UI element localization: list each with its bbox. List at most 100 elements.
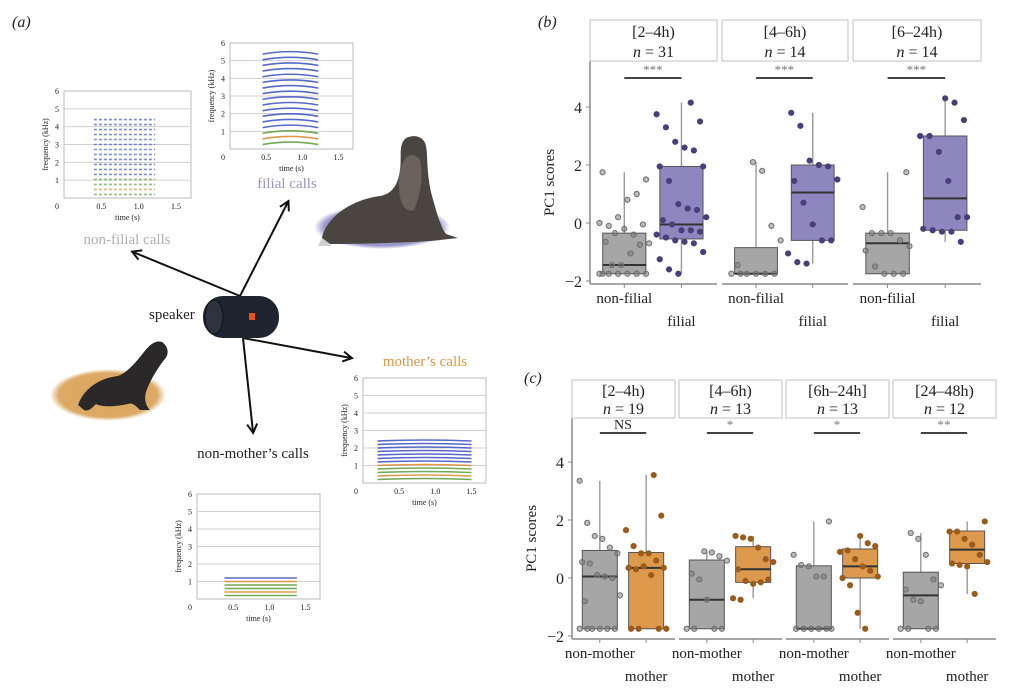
spectrogram-ytick-label: 3: [221, 92, 225, 101]
data-point: [653, 231, 660, 238]
arrow-to-non-filial: [133, 252, 241, 297]
data-point: [687, 99, 694, 106]
facet-strip-label: [4–6h): [764, 24, 807, 41]
data-point: [675, 201, 682, 208]
box-filial: [784, 109, 841, 288]
data-point: [624, 270, 631, 277]
data-point: [794, 259, 801, 266]
data-point: [636, 241, 643, 248]
data-point: [788, 109, 795, 116]
data-point: [759, 167, 766, 174]
data-point: [646, 240, 653, 247]
data-point: [696, 118, 704, 125]
facet-1: [2–4h) n = 31*** non-filial filial: [589, 19, 718, 330]
spectrogram-ytick-label: 1: [55, 176, 59, 185]
adult-fur-seal-image: [314, 136, 458, 249]
data-point: [926, 132, 933, 140]
pup-fur-seal-image: [50, 341, 168, 421]
spectrogram-xtick-label: 0.5: [96, 202, 106, 211]
data-point: [896, 237, 904, 244]
data-point: [900, 270, 907, 277]
data-point: [608, 261, 615, 269]
data-point: [917, 132, 924, 140]
data-point: [627, 250, 634, 257]
spectrogram-harmonic: [262, 50, 319, 55]
spectrogram-harmonic: [377, 446, 472, 449]
data-point: [938, 228, 946, 235]
data-point: [656, 256, 663, 263]
spectrogram-harmonic: [377, 474, 472, 477]
data-point: [642, 270, 650, 277]
spectrogram-harmonic: [377, 439, 472, 442]
data-point: [957, 238, 964, 245]
spectrogram-ytick-label: 0: [188, 603, 192, 612]
data-point: [825, 163, 832, 170]
spectrogram-harmonic: [377, 453, 472, 456]
data-point: [690, 240, 697, 247]
x-tick-label-filial: filial: [799, 314, 827, 330]
box-non-filial: [596, 169, 653, 288]
box-iqr: [734, 247, 778, 275]
data-point: [618, 261, 625, 269]
significance-label: ***: [907, 62, 927, 77]
data-point: [630, 231, 637, 238]
box-iqr: [602, 232, 647, 275]
speaker-logo: [249, 313, 255, 320]
data-point: [675, 270, 682, 277]
data-point: [942, 95, 949, 102]
data-point: [633, 190, 640, 198]
data-point: [777, 237, 784, 244]
facet-3: [6–24h) n = 14*** non-filial filial: [852, 19, 982, 330]
data-point: [834, 176, 841, 183]
panel-a-diagram: [50, 136, 458, 694]
box-iqr: [790, 164, 835, 241]
data-point: [749, 159, 757, 166]
box-iqr: [659, 165, 704, 240]
data-point: [614, 214, 622, 221]
spectrogram-harmonic: [262, 124, 319, 129]
spectrogram-xtick-label: 1.0: [264, 603, 274, 612]
spectrogram-caption-non-filial: non-filial calls: [83, 232, 170, 248]
spectrogram-non-filial: 0 1 2 3 4 5 6 0.5 1.0 1.5 time (s) frequency (kHz) n…: [41, 87, 192, 248]
spectrogram-xtick-label: 1.5: [334, 153, 344, 162]
data-point: [868, 230, 876, 237]
data-point: [803, 260, 810, 267]
spectrogram-ytick-label: 4: [221, 74, 225, 83]
spectrogram-ytick-label: 1: [188, 578, 192, 587]
spectrogram-harmonic: [262, 96, 319, 101]
spectrogram-harmonic: [262, 62, 319, 67]
data-point: [762, 270, 769, 277]
data-point: [797, 122, 804, 129]
data-point: [624, 196, 631, 203]
facet-n-label: n = 14: [896, 44, 937, 61]
data-point: [700, 163, 707, 170]
data-point: [881, 270, 888, 277]
x-tick-label-filial: filial: [931, 314, 959, 330]
arrow-to-non-mother: [242, 337, 253, 432]
data-point: [669, 221, 676, 228]
spectrogram-harmonic: [262, 79, 319, 84]
data-point: [602, 238, 609, 245]
panel-a-label: (a): [12, 14, 31, 31]
data-point: [684, 205, 691, 212]
spectrogram-ytick-label: 6: [221, 39, 225, 48]
data-point: [862, 247, 869, 254]
spectrogram-ytick-label: 3: [55, 141, 59, 150]
data-point: [963, 214, 971, 221]
data-point: [784, 250, 792, 257]
spectrogram-xtick-label: 0.5: [394, 487, 404, 496]
spectrogram-caption-filial: filial calls: [257, 176, 317, 192]
data-point: [700, 248, 707, 256]
spectrogram-filial: 0 1 2 3 4 5 6 0.5 1.0 1.5 time (s) frequency (kHz) f…: [207, 39, 354, 192]
data-point: [662, 124, 670, 131]
spectrogram-harmonic: [377, 477, 472, 481]
spectrograms-svg: 0 1 2 3 4 5 6 0.5 1.0 1.5 time (s) frequency (kHz) n…: [41, 39, 487, 623]
data-point: [633, 270, 640, 277]
data-point: [818, 237, 826, 244]
data-point: [871, 263, 879, 270]
n-symbol: n: [896, 44, 904, 61]
data-point: [653, 111, 660, 118]
data-point: [703, 214, 710, 221]
spectrogram-harmonic: [262, 90, 319, 95]
